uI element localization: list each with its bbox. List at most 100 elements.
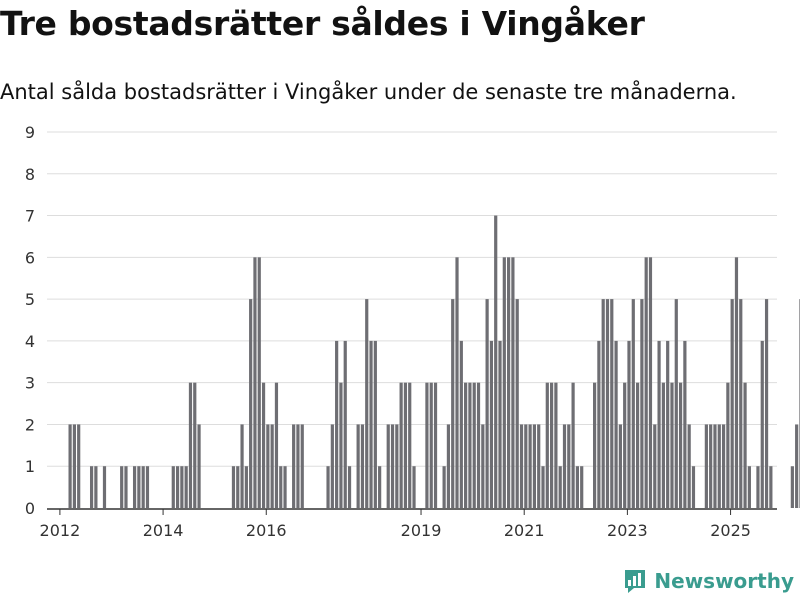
bar <box>614 340 618 508</box>
gridlines <box>47 131 777 467</box>
bar <box>618 424 622 508</box>
bar <box>644 257 648 508</box>
bar <box>188 382 193 508</box>
bar <box>511 257 515 508</box>
bar <box>403 382 408 508</box>
bar <box>378 466 382 508</box>
y-tick-label: 6 <box>25 248 35 267</box>
bar <box>631 299 635 508</box>
bar <box>601 299 605 508</box>
y-tick-label: 4 <box>25 332 35 351</box>
newsworthy-icon <box>625 570 646 593</box>
bar <box>193 382 197 508</box>
bar <box>648 257 653 508</box>
bar <box>442 466 446 508</box>
bar <box>730 299 734 508</box>
bar <box>429 382 433 508</box>
y-tick-label: 9 <box>25 123 35 142</box>
bar <box>68 424 72 508</box>
bar <box>739 299 743 508</box>
bar <box>197 424 201 508</box>
bar <box>747 466 751 508</box>
bar <box>709 424 713 508</box>
bar <box>653 424 657 508</box>
bar <box>704 424 708 508</box>
bar <box>356 424 360 508</box>
bar <box>666 340 670 508</box>
bar <box>145 466 150 508</box>
bar <box>678 382 683 508</box>
bar <box>532 424 537 508</box>
y-tick-label: 5 <box>25 290 35 309</box>
bar <box>395 424 399 508</box>
bar <box>369 340 373 508</box>
bar <box>687 424 691 508</box>
bar <box>451 299 455 508</box>
bar <box>89 466 94 508</box>
bar <box>459 340 463 508</box>
bar <box>240 424 244 508</box>
bar <box>528 424 532 508</box>
bar <box>593 382 597 508</box>
bar <box>554 382 558 508</box>
bar <box>137 466 141 508</box>
bar <box>72 424 76 508</box>
bar <box>77 424 81 508</box>
bar <box>335 340 339 508</box>
bar <box>489 340 494 508</box>
bar <box>343 340 347 508</box>
bar <box>102 466 107 508</box>
bar <box>124 466 128 508</box>
bars <box>68 215 800 508</box>
bar <box>386 424 390 508</box>
bar <box>734 257 739 508</box>
bar <box>231 466 236 508</box>
bar <box>683 340 687 508</box>
y-tick-label: 2 <box>25 415 35 434</box>
bar <box>412 466 416 508</box>
bar <box>464 382 468 508</box>
bar <box>769 466 773 508</box>
bar <box>627 340 631 508</box>
bar <box>623 382 627 508</box>
bar <box>132 466 137 508</box>
chart-title: Tre bostadsrätter såldes i Vingåker <box>0 4 645 43</box>
newsworthy-logo: Newsworthy <box>622 568 794 594</box>
bar <box>537 424 541 508</box>
bar <box>468 382 472 508</box>
bar <box>330 424 334 508</box>
bar <box>120 466 124 508</box>
y-tick-label: 8 <box>25 165 35 184</box>
bar <box>270 424 274 508</box>
bar <box>244 466 248 508</box>
bar <box>472 382 476 508</box>
bar <box>249 299 253 508</box>
bar <box>326 466 330 508</box>
bar <box>558 466 562 508</box>
x-tick-label: 2012 <box>40 521 81 540</box>
bar <box>571 382 575 508</box>
bar <box>717 424 721 508</box>
bar <box>180 466 184 508</box>
y-tick-label: 1 <box>25 457 35 476</box>
bar <box>399 382 403 508</box>
bar <box>360 424 365 508</box>
bar <box>726 382 730 508</box>
bar <box>790 466 794 508</box>
bar <box>502 257 506 508</box>
bar <box>365 299 369 508</box>
bar <box>236 466 240 508</box>
bar <box>635 382 640 508</box>
x-tick-label: 2016 <box>246 521 287 540</box>
bar <box>713 424 717 508</box>
x-tick-label: 2025 <box>710 521 751 540</box>
bar <box>567 424 571 508</box>
bar <box>691 466 696 508</box>
bar <box>760 340 764 508</box>
bar <box>171 466 175 508</box>
bar <box>795 424 799 508</box>
x-tick-label: 2014 <box>143 521 184 540</box>
bar <box>507 257 511 508</box>
bar <box>408 382 412 508</box>
